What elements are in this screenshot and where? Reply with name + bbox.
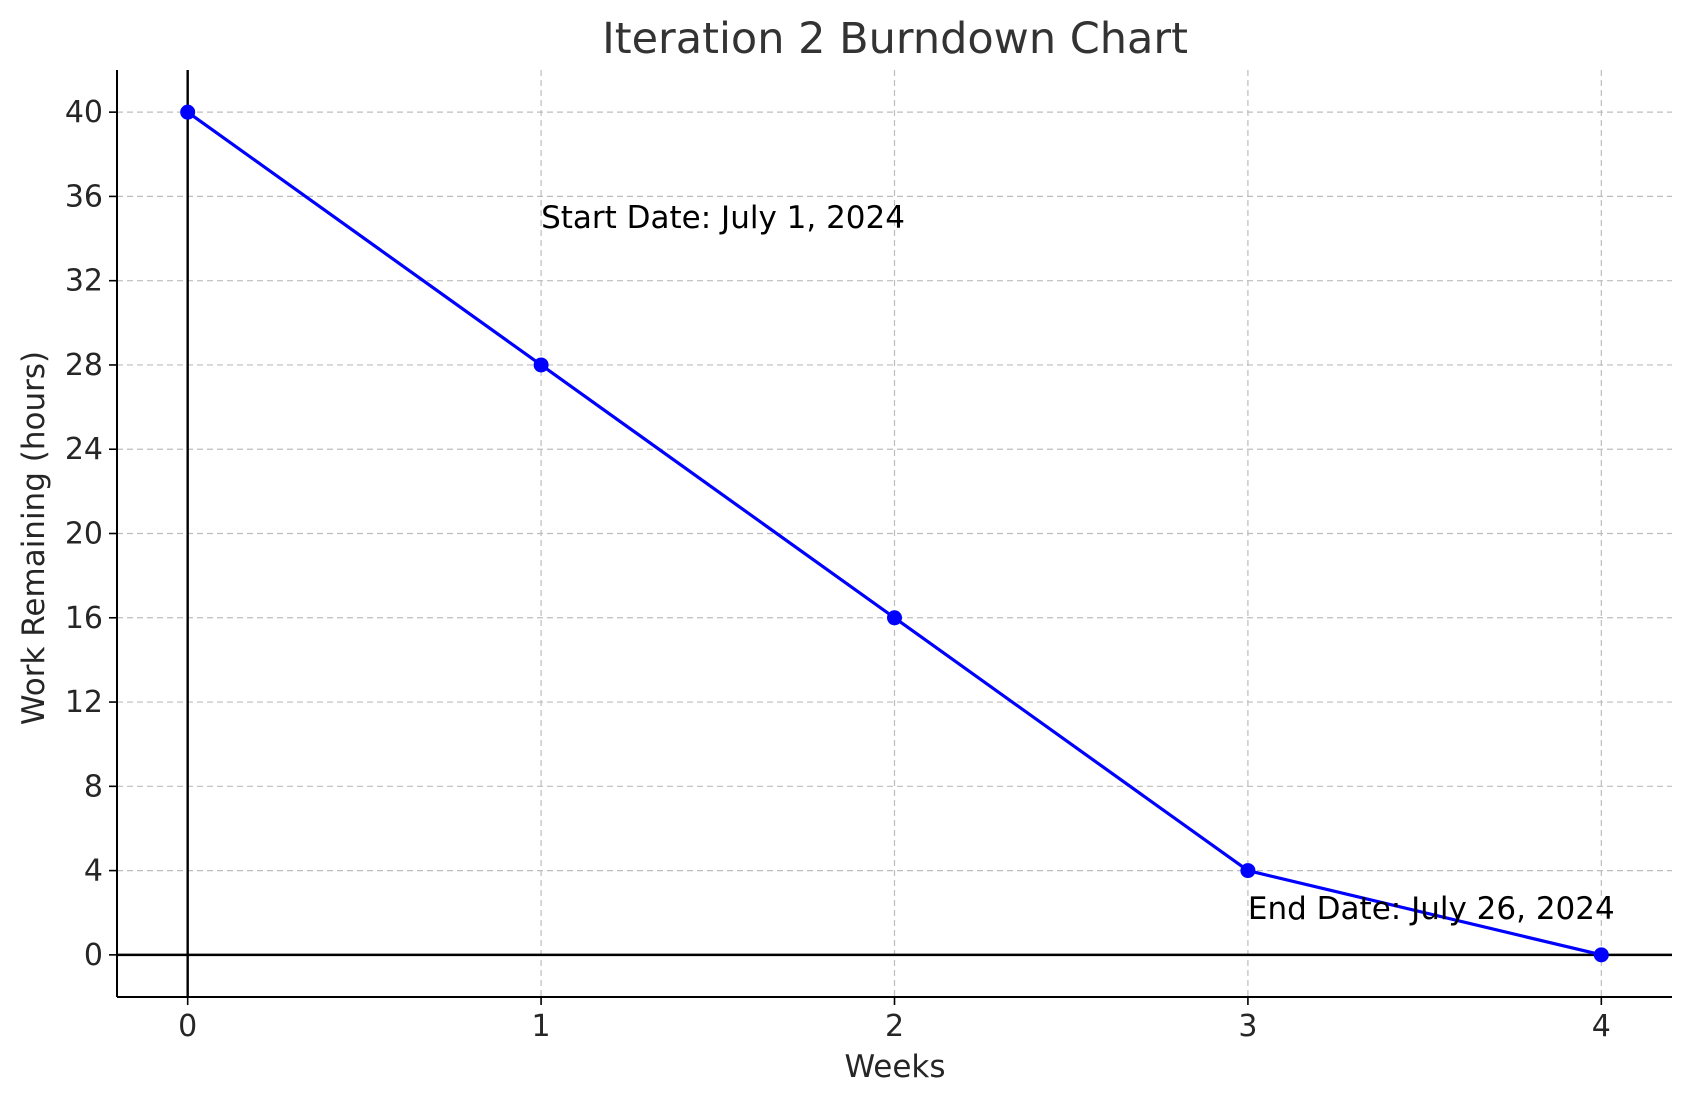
y-tick-label: 0: [84, 938, 103, 973]
data-point: [533, 357, 549, 373]
y-tick-label: 36: [65, 179, 103, 214]
y-axis-label: Work Remaining (hours): [16, 351, 52, 725]
x-axis-label: Weeks: [844, 1049, 945, 1085]
annotation-label: Start Date: July 1, 2024: [541, 200, 905, 236]
data-point: [180, 104, 196, 120]
x-tick-label: 1: [532, 1009, 551, 1044]
y-tick-label: 16: [65, 601, 103, 636]
data-point: [887, 610, 902, 626]
x-tick-label: 3: [1238, 1009, 1257, 1044]
annotations: Start Date: July 1, 2024 End Date: July 2…: [541, 200, 1615, 927]
data-point: [1593, 947, 1609, 963]
y-tick-label: 28: [65, 348, 103, 383]
y-tick-label: 4: [84, 854, 103, 889]
y-tick-label: 40: [65, 95, 103, 130]
y-tick-label: 20: [65, 517, 103, 552]
x-tick-label: 4: [1592, 1009, 1611, 1044]
annotation-label: End Date: July 26, 2024: [1248, 891, 1615, 927]
x-tick-label: 2: [885, 1009, 904, 1044]
series-layer: [180, 104, 1609, 963]
y-tick-label: 12: [65, 685, 103, 720]
reference-lines: [117, 70, 1672, 997]
y-tick-label: 24: [65, 432, 103, 467]
data-point: [1240, 863, 1256, 879]
x-tick-label: 0: [178, 1009, 197, 1044]
y-tick-label: 32: [65, 264, 103, 299]
chart-title: Iteration 2 Burndown Chart: [602, 14, 1188, 64]
y-tick-label: 8: [84, 769, 103, 804]
